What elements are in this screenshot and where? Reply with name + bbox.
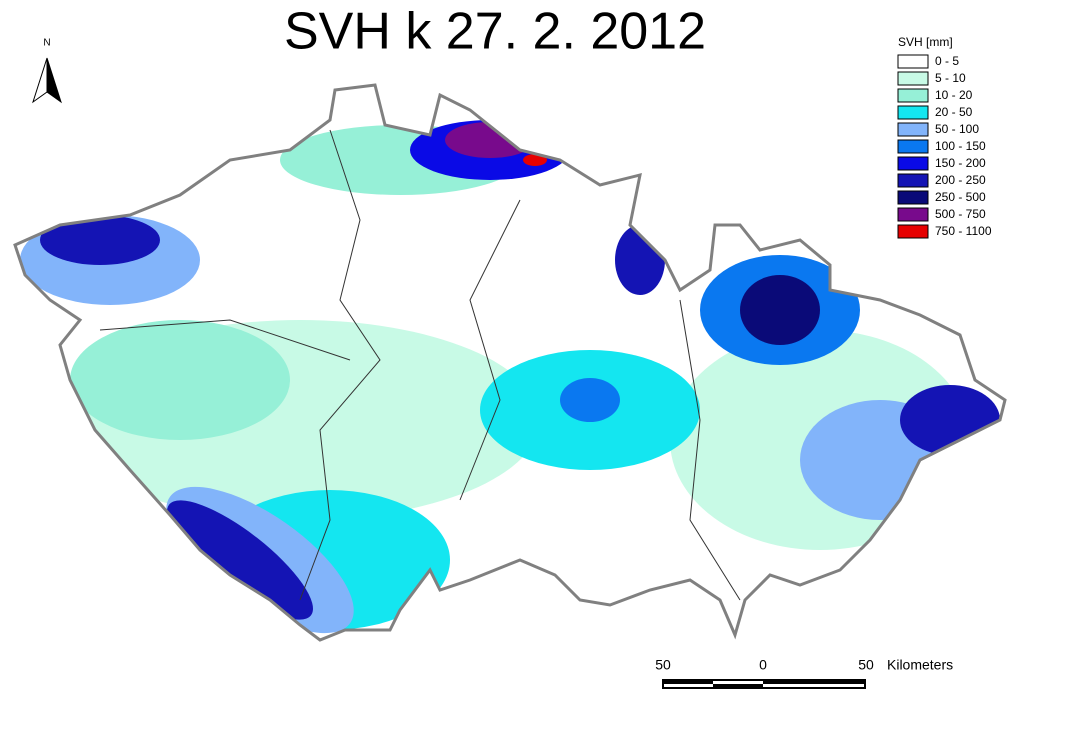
legend-swatch [897,88,929,103]
scale-label: 0 [759,657,767,673]
legend-label: 20 - 50 [935,105,973,119]
legend-label: 250 - 500 [935,190,986,204]
legend-label: 500 - 750 [935,207,986,221]
legend-label: 5 - 10 [935,71,966,85]
scale-segment [663,680,713,684]
legend-title: SVH [mm] [898,35,953,49]
legend-swatch [897,71,929,86]
north-arrow: N [32,38,62,104]
legend-swatch [897,54,929,69]
legend-swatch [897,139,929,154]
legend-label: 10 - 20 [935,88,973,102]
scale-label: 50 [655,657,671,673]
legend-swatch [897,122,929,137]
country-map [13,83,1007,642]
legend-swatch [897,224,929,239]
legend-swatch [897,105,929,120]
legend-swatch [897,190,929,205]
scale-unit: Kilometers [887,657,953,673]
legend: SVH [mm] 0 - 5 5 - 10 10 - 20 20 - 50 50 - 1… [897,35,992,239]
north-label: N [43,38,50,49]
legend-swatch [897,173,929,188]
map-title: SVH k 27. 2. 2012 [284,3,706,61]
scale-segment [713,684,763,688]
legend-label: 750 - 1100 [935,224,992,238]
legend-swatch [897,156,929,171]
scale-bar: Kilometers 50 0 50 [655,657,953,689]
legend-label: 200 - 250 [935,173,986,187]
legend-swatch [897,207,929,222]
scale-segment [763,680,865,684]
legend-label: 0 - 5 [935,54,959,68]
legend-label: 150 - 200 [935,156,986,170]
legend-label: 50 - 100 [935,122,979,136]
legend-label: 100 - 150 [935,139,986,153]
scale-label: 50 [858,657,874,673]
